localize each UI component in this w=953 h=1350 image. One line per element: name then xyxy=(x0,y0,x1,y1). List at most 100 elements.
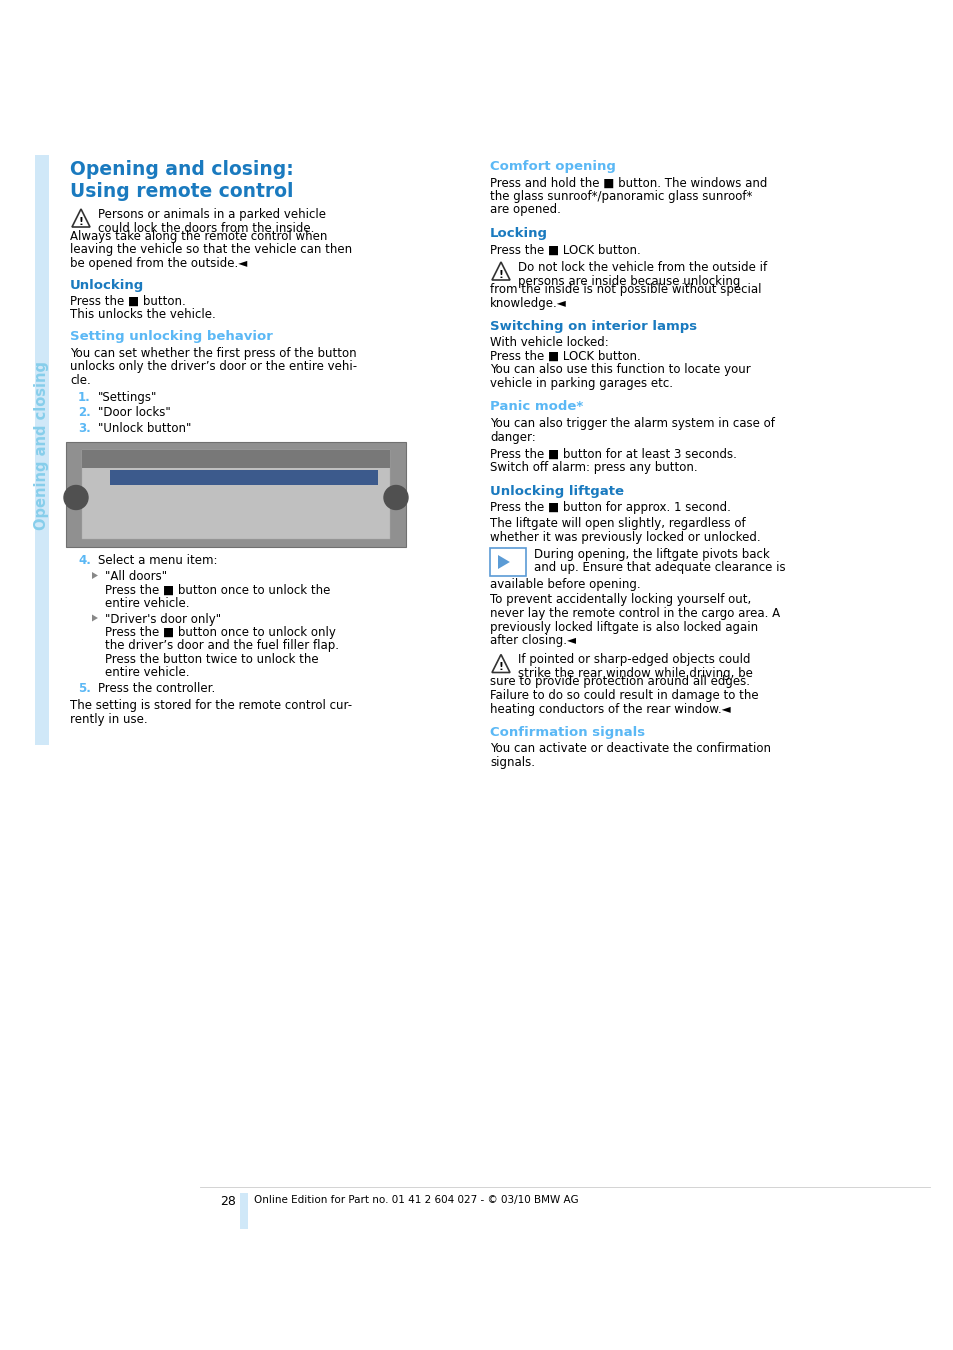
Text: from the inside is not possible without special: from the inside is not possible without … xyxy=(490,284,760,296)
Text: You can activate or deactivate the confirmation: You can activate or deactivate the confi… xyxy=(490,743,770,756)
Text: During opening, the liftgate pivots back: During opening, the liftgate pivots back xyxy=(534,548,769,562)
Text: !: ! xyxy=(78,217,83,227)
Text: danger:: danger: xyxy=(490,431,536,444)
FancyBboxPatch shape xyxy=(82,450,390,539)
Text: Failure to do so could result in damage to the: Failure to do so could result in damage … xyxy=(490,688,758,702)
Polygon shape xyxy=(71,209,90,227)
Text: The liftgate will open slightly, regardless of: The liftgate will open slightly, regardl… xyxy=(490,517,745,531)
Text: 3.: 3. xyxy=(78,423,91,435)
Text: unlocks only the driver’s door or the entire vehi-: unlocks only the driver’s door or the en… xyxy=(70,360,356,373)
Text: are opened.: are opened. xyxy=(490,204,560,216)
Polygon shape xyxy=(91,614,98,621)
Text: 5.: 5. xyxy=(78,682,91,695)
Polygon shape xyxy=(91,572,98,579)
Text: rently in use.: rently in use. xyxy=(70,713,148,726)
FancyBboxPatch shape xyxy=(110,470,377,485)
FancyBboxPatch shape xyxy=(490,548,525,576)
Text: Comfort opening: Comfort opening xyxy=(490,161,616,173)
Text: □  Last seat position auto.: □ Last seat position auto. xyxy=(116,487,222,497)
Text: The setting is stored for the remote control cur-: The setting is stored for the remote con… xyxy=(70,699,352,713)
Circle shape xyxy=(384,486,408,509)
Text: be opened from the outside.◄: be opened from the outside.◄ xyxy=(70,256,247,270)
Text: Using remote control: Using remote control xyxy=(70,182,294,201)
Text: Press the ■ LOCK button.: Press the ■ LOCK button. xyxy=(490,350,640,363)
Text: "Unlock button": "Unlock button" xyxy=(98,423,192,435)
Text: the glass sunroof*/panoramic glass sunroof*: the glass sunroof*/panoramic glass sunro… xyxy=(490,190,752,202)
Text: Persons or animals in a parked vehicle: Persons or animals in a parked vehicle xyxy=(98,208,326,221)
Text: 4.: 4. xyxy=(78,555,91,567)
Text: previously locked liftgate is also locked again: previously locked liftgate is also locke… xyxy=(490,621,758,633)
Text: strike the rear window while driving, be: strike the rear window while driving, be xyxy=(517,667,752,680)
Text: "All doors": "All doors" xyxy=(105,570,167,583)
Text: Locking: Locking xyxy=(490,227,547,240)
Text: Confirmation signals: Confirmation signals xyxy=(490,726,644,738)
Text: With vehicle locked:: With vehicle locked: xyxy=(490,336,608,350)
Text: Press the ■ button once to unlock only: Press the ■ button once to unlock only xyxy=(105,626,335,639)
Polygon shape xyxy=(497,555,509,568)
Text: Online Edition for Part no. 01 41 2 604 027 - © 03/10 BMW AG: Online Edition for Part no. 01 41 2 604 … xyxy=(253,1195,578,1206)
Text: If pointed or sharp-edged objects could: If pointed or sharp-edged objects could xyxy=(517,653,750,667)
Text: the driver’s door and the fuel filler flap.: the driver’s door and the fuel filler fl… xyxy=(105,640,338,652)
Text: "Door locks": "Door locks" xyxy=(98,406,171,420)
Text: whether it was previously locked or unlocked.: whether it was previously locked or unlo… xyxy=(490,531,760,544)
Text: "Driver's door only": "Driver's door only" xyxy=(105,613,221,625)
Text: and up. Ensure that adequate clearance is: and up. Ensure that adequate clearance i… xyxy=(534,562,785,575)
Polygon shape xyxy=(492,262,510,279)
Text: entire vehicle.: entire vehicle. xyxy=(105,667,190,679)
Text: "Settings": "Settings" xyxy=(98,392,157,404)
Text: signals.: signals. xyxy=(490,756,535,770)
Text: vehicle in parking garages etc.: vehicle in parking garages etc. xyxy=(490,377,672,390)
FancyBboxPatch shape xyxy=(240,1193,248,1229)
Text: !: ! xyxy=(498,663,503,672)
FancyBboxPatch shape xyxy=(82,450,390,467)
Text: □  Lock after start. to drive.: □ Lock after start. to drive. xyxy=(116,509,229,518)
Text: available before opening.: available before opening. xyxy=(490,578,640,591)
Text: This unlocks the vehicle.: This unlocks the vehicle. xyxy=(70,309,215,321)
Text: 2.: 2. xyxy=(78,406,91,420)
Text: Setting unlocking behavior: Setting unlocking behavior xyxy=(70,329,273,343)
Text: knowledge.◄: knowledge.◄ xyxy=(490,297,566,309)
FancyBboxPatch shape xyxy=(66,441,406,547)
Text: after closing.◄: after closing.◄ xyxy=(490,634,576,647)
Text: !: ! xyxy=(498,270,503,279)
Text: You can also use this function to locate your: You can also use this function to locate… xyxy=(490,363,750,377)
Text: Unlocking: Unlocking xyxy=(70,278,144,292)
Text: Opening and closing: Opening and closing xyxy=(34,360,50,529)
Polygon shape xyxy=(492,655,510,672)
Text: Press the ■ button.: Press the ■ button. xyxy=(70,296,186,308)
Text: Select a menu item:: Select a menu item: xyxy=(98,555,217,567)
Text: persons are inside because unlocking: persons are inside because unlocking xyxy=(517,274,740,288)
Text: □  Lock if no door is opened: □ Lock if no door is opened xyxy=(116,498,230,508)
Circle shape xyxy=(64,486,88,509)
Text: Unlock button:    All doors: Unlock button: All doors xyxy=(116,471,228,479)
Text: sure to provide protection around all edges.: sure to provide protection around all ed… xyxy=(490,675,749,688)
Text: Always take along the remote control when: Always take along the remote control whe… xyxy=(70,230,327,243)
Text: Press the ■ button for approx. 1 second.: Press the ■ button for approx. 1 second. xyxy=(490,501,730,514)
Text: could lock the doors from the inside.: could lock the doors from the inside. xyxy=(98,221,314,235)
Text: entire vehicle.: entire vehicle. xyxy=(105,597,190,610)
Text: To prevent accidentally locking yourself out,: To prevent accidentally locking yourself… xyxy=(490,594,750,606)
FancyBboxPatch shape xyxy=(35,155,49,745)
Text: You can set whether the first press of the button: You can set whether the first press of t… xyxy=(70,347,356,359)
Text: 1.: 1. xyxy=(78,392,91,404)
Text: Press the controller.: Press the controller. xyxy=(98,682,215,695)
Text: Switch off alarm: press any button.: Switch off alarm: press any button. xyxy=(490,462,697,474)
Text: Press the button twice to unlock the: Press the button twice to unlock the xyxy=(105,653,318,666)
Text: 28: 28 xyxy=(220,1195,235,1208)
Text: cle.: cle. xyxy=(70,374,91,386)
Text: Opening and closing:: Opening and closing: xyxy=(70,161,294,180)
Text: heating conductors of the rear window.◄: heating conductors of the rear window.◄ xyxy=(490,702,730,716)
Text: leaving the vehicle so that the vehicle can then: leaving the vehicle so that the vehicle … xyxy=(70,243,352,256)
Text: Panic mode*: Panic mode* xyxy=(490,401,582,413)
Text: Press the ■ button once to unlock the: Press the ■ button once to unlock the xyxy=(105,583,330,597)
Text: never lay the remote control in the cargo area. A: never lay the remote control in the carg… xyxy=(490,608,780,620)
Text: Press the ■ button for at least 3 seconds.: Press the ■ button for at least 3 second… xyxy=(490,448,736,460)
Text: Unlocking liftgate: Unlocking liftgate xyxy=(490,485,623,498)
Text: Switching on interior lamps: Switching on interior lamps xyxy=(490,320,697,333)
Text: Do not lock the vehicle from the outside if: Do not lock the vehicle from the outside… xyxy=(517,261,766,274)
Text: □  Flash when lock/unlock: □ Flash when lock/unlock xyxy=(116,521,221,529)
Text: Press and hold the ■ button. The windows and: Press and hold the ■ button. The windows… xyxy=(490,177,766,189)
Text: Press the ■ LOCK button.: Press the ■ LOCK button. xyxy=(490,243,640,256)
Text: ⚙ Door locks: ⚙ Door locks xyxy=(90,451,149,460)
Text: You can also trigger the alarm system in case of: You can also trigger the alarm system in… xyxy=(490,417,774,431)
